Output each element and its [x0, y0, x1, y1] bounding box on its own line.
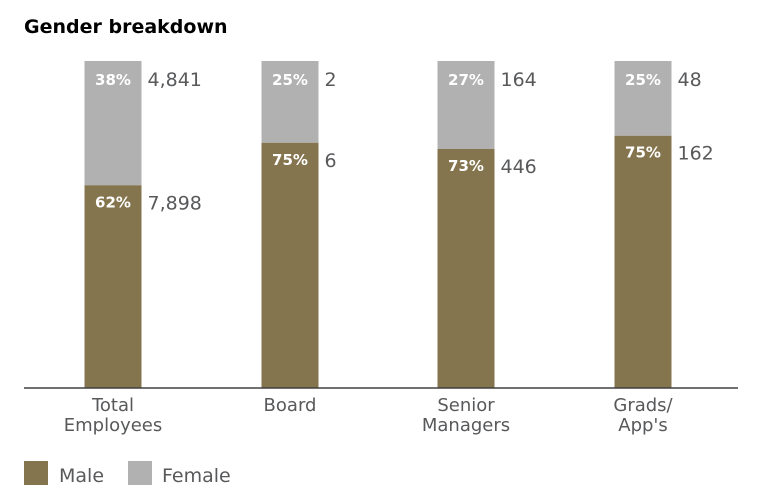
male-count-label-0: 7,898 — [148, 192, 202, 214]
male-count-label-3: 162 — [678, 143, 714, 165]
female-percent-label-3: 25% — [625, 71, 661, 89]
male-percent-label-2: 73% — [448, 157, 484, 175]
male-count-label-1: 6 — [325, 150, 337, 172]
male-percent-label-3: 75% — [625, 144, 661, 162]
bar-male-3 — [614, 135, 672, 388]
chart-title: Gender breakdown — [24, 16, 228, 38]
female-count-label-2: 164 — [501, 69, 537, 91]
category-label-0: Total Employees — [64, 395, 163, 436]
male-count-label-2: 446 — [501, 156, 537, 178]
category-label-line: Managers — [422, 415, 510, 436]
category-label-1: Board — [264, 395, 317, 416]
bar-female-2 — [437, 61, 495, 149]
category-label-line: Senior — [437, 395, 495, 416]
category-label-line: Board — [264, 395, 317, 416]
category-label-line: Total — [91, 395, 134, 416]
female-percent-label-1: 25% — [272, 71, 308, 89]
bars-layer: 38% 4,841 62% 7,898 25% 2 75% 6 27% 164 73% 446 25% 4… — [84, 61, 714, 388]
male-percent-label-1: 75% — [272, 151, 308, 169]
female-percent-label-0: 38% — [95, 71, 131, 89]
male-percent-label-0: 62% — [95, 193, 131, 211]
bar-female-3 — [614, 61, 672, 136]
category-label-3: Grads/App's — [613, 395, 673, 436]
legend-swatch-male — [24, 461, 48, 485]
category-label-line: Grads/ — [613, 395, 673, 416]
female-count-label-1: 2 — [325, 69, 337, 91]
category-label-line: App's — [618, 415, 668, 436]
bar-male-0 — [84, 185, 142, 388]
category-label-2: Senior Managers — [422, 395, 510, 436]
legend-label-male: Male — [59, 465, 104, 487]
bar-male-2 — [437, 148, 495, 388]
legend-swatch-female — [128, 461, 152, 485]
category-label-line: Employees — [64, 415, 163, 436]
legend: Male Female — [24, 461, 231, 487]
bar-female-1 — [261, 61, 319, 143]
legend-label-female: Female — [162, 465, 231, 487]
bar-female-0 — [84, 61, 142, 186]
category-labels: Total Employees Board Senior Managers Grads/A… — [64, 395, 674, 436]
female-count-label-3: 48 — [678, 69, 702, 91]
bar-male-1 — [261, 142, 319, 388]
female-percent-label-2: 27% — [448, 71, 484, 89]
female-count-label-0: 4,841 — [148, 69, 202, 91]
